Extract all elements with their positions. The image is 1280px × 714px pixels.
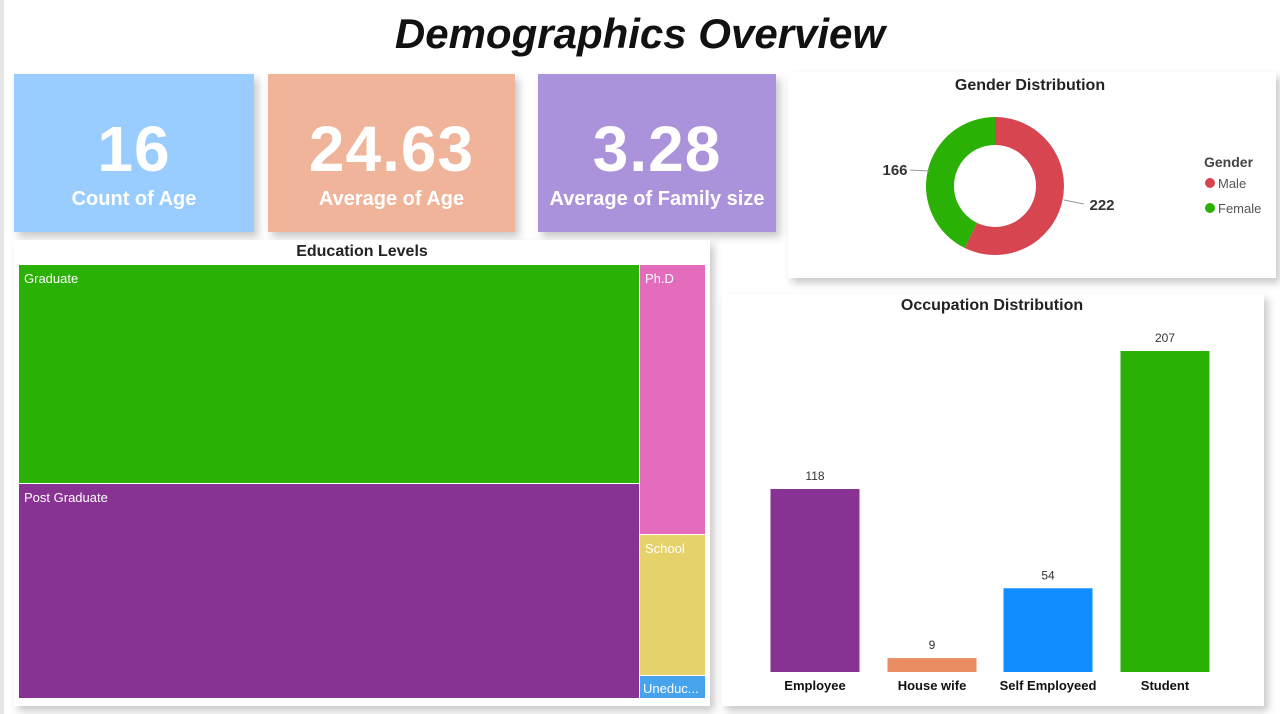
donut-slice-female[interactable] bbox=[926, 117, 995, 249]
female-data-label: 166 bbox=[882, 162, 907, 179]
tile-label: Uneduc... bbox=[643, 681, 699, 696]
gender-donut-chart: Gender Distribution 166 222 Gender Male … bbox=[882, 77, 1261, 255]
kpi-value: 3.28 bbox=[592, 113, 722, 185]
legend-female-marker bbox=[1205, 203, 1215, 213]
kpi-label: Count of Age bbox=[71, 188, 197, 210]
legend-title: Gender bbox=[1204, 154, 1254, 170]
gender-distribution-panel[interactable]: Gender Distribution 166 222 Gender Male … bbox=[788, 72, 1276, 278]
occupation-distribution-panel[interactable]: Occupation Distribution 118 Employee 9 Hous… bbox=[722, 294, 1264, 706]
kpi-value: 24.63 bbox=[308, 113, 475, 185]
gender-chart-title: Gender Distribution bbox=[955, 77, 1105, 94]
page-title: Demographics Overview bbox=[394, 10, 886, 57]
x-axis-tick-label: Student bbox=[1141, 678, 1190, 693]
treemap-tile-graduate[interactable]: Graduate bbox=[18, 264, 640, 484]
x-axis-tick-label: House wife bbox=[898, 678, 967, 693]
kpi-card-average-of-age[interactable]: 24.63 Average of Age bbox=[268, 74, 515, 232]
education-levels-panel[interactable]: Education Levels Graduate Post Graduate … bbox=[14, 240, 710, 706]
x-axis-tick-label: Self Employeed bbox=[1000, 678, 1097, 693]
occupation-bar-chart: Occupation Distribution 118 Employee 9 Hous… bbox=[770, 297, 1210, 693]
bar-self-employeed[interactable] bbox=[1003, 588, 1093, 672]
legend-male-label[interactable]: Male bbox=[1218, 176, 1246, 191]
tile-label: Graduate bbox=[24, 271, 79, 286]
education-levels-title: Education Levels bbox=[296, 243, 428, 260]
legend-female-label[interactable]: Female bbox=[1218, 201, 1261, 216]
bar-value-label: 9 bbox=[929, 638, 936, 652]
donut-group bbox=[926, 117, 1064, 255]
male-data-label: 222 bbox=[1089, 197, 1114, 214]
legend-male-marker bbox=[1205, 178, 1215, 188]
treemap-tile-school[interactable]: School bbox=[639, 534, 706, 676]
tile-label: Post Graduate bbox=[24, 490, 108, 505]
kpi-card-count-of-age[interactable]: 16 Count of Age bbox=[14, 74, 254, 232]
treemap-tile-phd[interactable]: Ph.D bbox=[639, 264, 706, 535]
treemap-tile-uneducated[interactable]: Uneduc... bbox=[639, 675, 706, 699]
x-axis-tick-label: Employee bbox=[784, 678, 845, 693]
occupation-chart-title: Occupation Distribution bbox=[901, 297, 1083, 314]
tile-label: Ph.D bbox=[645, 271, 674, 286]
leader-line-male bbox=[1063, 199, 1085, 205]
treemap-tile-post-graduate[interactable]: Post Graduate bbox=[18, 483, 640, 699]
bar-value-label: 207 bbox=[1155, 331, 1175, 345]
leader-line-female bbox=[909, 169, 931, 172]
bar-value-label: 118 bbox=[805, 469, 824, 483]
kpi-label: Average of Age bbox=[318, 188, 465, 210]
tile-label: School bbox=[645, 541, 685, 556]
bar-student[interactable] bbox=[1120, 351, 1210, 672]
donut-slice-male[interactable] bbox=[964, 117, 1064, 255]
kpi-value: 16 bbox=[97, 113, 171, 185]
bar-house-wife[interactable] bbox=[887, 658, 977, 672]
bar-value-label: 54 bbox=[1041, 568, 1055, 582]
bar-employee[interactable] bbox=[770, 489, 860, 672]
kpi-card-average-of-family-size[interactable]: 3.28 Average of Family size bbox=[538, 74, 776, 232]
kpi-label: Average of Family size bbox=[549, 188, 765, 210]
